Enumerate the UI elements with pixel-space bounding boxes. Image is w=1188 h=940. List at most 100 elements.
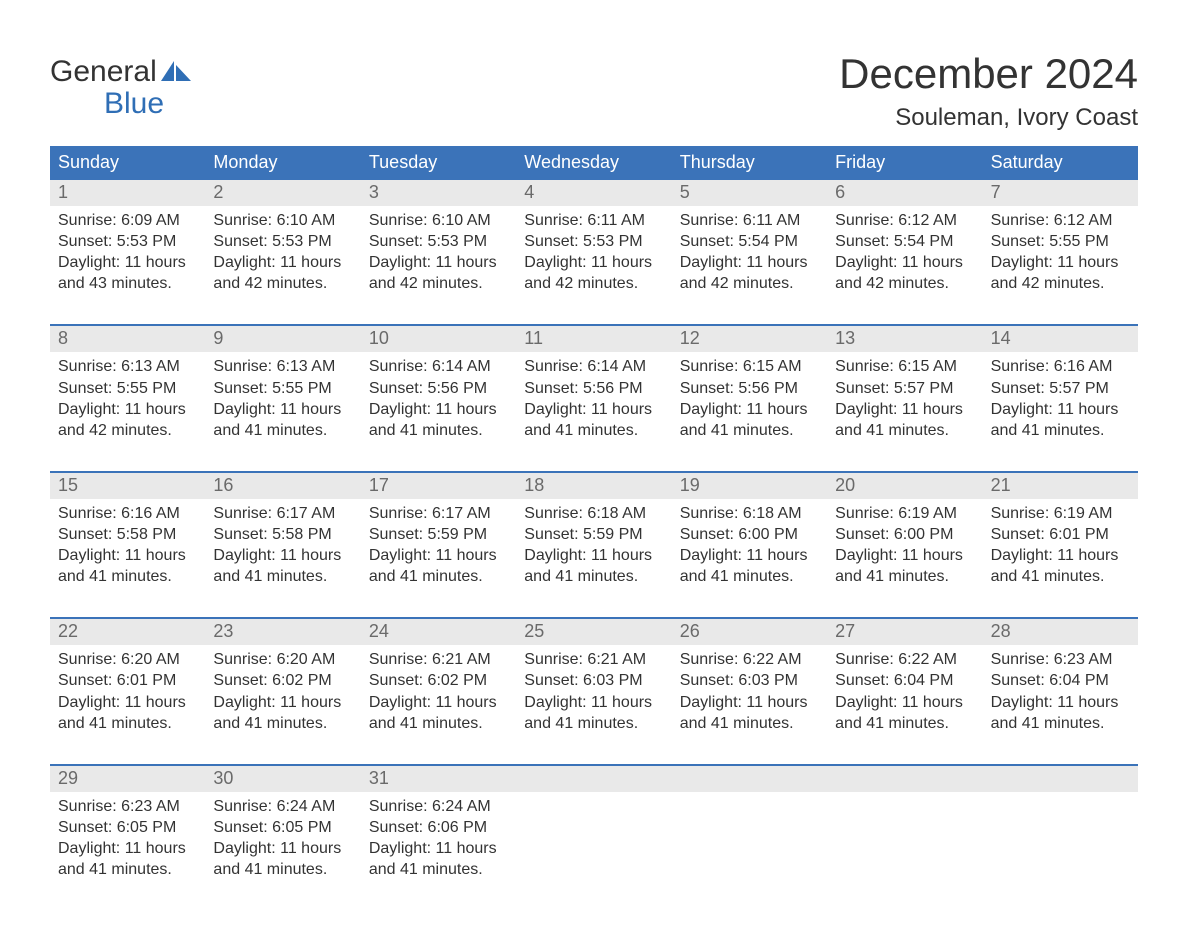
sunset-text: Sunset: 6:05 PM bbox=[58, 817, 197, 838]
sunset-text: Sunset: 5:57 PM bbox=[991, 378, 1130, 399]
day-cell: Sunrise: 6:16 AMSunset: 5:58 PMDaylight:… bbox=[50, 499, 205, 607]
sunset-text: Sunset: 5:57 PM bbox=[835, 378, 974, 399]
daylight-text: Daylight: 11 hours and 41 minutes. bbox=[991, 692, 1130, 734]
weekday-header: Saturday bbox=[983, 146, 1138, 180]
sunset-text: Sunset: 6:06 PM bbox=[369, 817, 508, 838]
day-number: 14 bbox=[983, 326, 1138, 352]
day-cell: Sunrise: 6:11 AMSunset: 5:53 PMDaylight:… bbox=[516, 206, 671, 314]
day-number bbox=[516, 766, 671, 792]
day-number: 24 bbox=[361, 619, 516, 645]
sunrise-text: Sunrise: 6:13 AM bbox=[58, 356, 197, 377]
day-cell: Sunrise: 6:19 AMSunset: 6:01 PMDaylight:… bbox=[983, 499, 1138, 607]
day-cell: Sunrise: 6:10 AMSunset: 5:53 PMDaylight:… bbox=[205, 206, 360, 314]
sunset-text: Sunset: 5:59 PM bbox=[524, 524, 663, 545]
daylight-text: Daylight: 11 hours and 41 minutes. bbox=[213, 692, 352, 734]
daylight-text: Daylight: 11 hours and 41 minutes. bbox=[213, 838, 352, 880]
sunset-text: Sunset: 5:54 PM bbox=[835, 231, 974, 252]
sunrise-text: Sunrise: 6:23 AM bbox=[58, 796, 197, 817]
day-cell: Sunrise: 6:19 AMSunset: 6:00 PMDaylight:… bbox=[827, 499, 982, 607]
sunrise-text: Sunrise: 6:24 AM bbox=[213, 796, 352, 817]
sunset-text: Sunset: 6:03 PM bbox=[524, 670, 663, 691]
calendar-week: 293031Sunrise: 6:23 AMSunset: 6:05 PMDay… bbox=[50, 764, 1138, 900]
day-number: 16 bbox=[205, 473, 360, 499]
sunset-text: Sunset: 5:58 PM bbox=[58, 524, 197, 545]
brand-flag-icon bbox=[161, 56, 191, 88]
sunrise-text: Sunrise: 6:17 AM bbox=[213, 503, 352, 524]
day-number: 25 bbox=[516, 619, 671, 645]
sunrise-text: Sunrise: 6:16 AM bbox=[58, 503, 197, 524]
sunset-text: Sunset: 5:53 PM bbox=[213, 231, 352, 252]
calendar-week: 891011121314Sunrise: 6:13 AMSunset: 5:55… bbox=[50, 324, 1138, 460]
weekday-header: Sunday bbox=[50, 146, 205, 180]
day-cell: Sunrise: 6:20 AMSunset: 6:01 PMDaylight:… bbox=[50, 645, 205, 753]
daylight-text: Daylight: 11 hours and 41 minutes. bbox=[524, 545, 663, 587]
daynum-row: 293031 bbox=[50, 766, 1138, 792]
calendar-page: General Blue December 2024 Souleman, Ivo… bbox=[0, 0, 1188, 940]
sunset-text: Sunset: 6:04 PM bbox=[991, 670, 1130, 691]
daynum-row: 15161718192021 bbox=[50, 473, 1138, 499]
sunset-text: Sunset: 6:00 PM bbox=[835, 524, 974, 545]
day-number: 8 bbox=[50, 326, 205, 352]
day-number: 1 bbox=[50, 180, 205, 206]
day-cell bbox=[827, 792, 982, 900]
sunset-text: Sunset: 5:55 PM bbox=[991, 231, 1130, 252]
header: General Blue December 2024 Souleman, Ivo… bbox=[50, 50, 1138, 132]
daylight-text: Daylight: 11 hours and 42 minutes. bbox=[835, 252, 974, 294]
daylight-text: Daylight: 11 hours and 42 minutes. bbox=[991, 252, 1130, 294]
sunrise-text: Sunrise: 6:21 AM bbox=[369, 649, 508, 670]
day-cell: Sunrise: 6:23 AMSunset: 6:05 PMDaylight:… bbox=[50, 792, 205, 900]
sunset-text: Sunset: 6:02 PM bbox=[369, 670, 508, 691]
daylight-text: Daylight: 11 hours and 41 minutes. bbox=[58, 838, 197, 880]
daylight-text: Daylight: 11 hours and 41 minutes. bbox=[213, 399, 352, 441]
daylight-text: Daylight: 11 hours and 41 minutes. bbox=[680, 692, 819, 734]
day-cell: Sunrise: 6:20 AMSunset: 6:02 PMDaylight:… bbox=[205, 645, 360, 753]
day-cell: Sunrise: 6:15 AMSunset: 5:56 PMDaylight:… bbox=[672, 352, 827, 460]
title-block: December 2024 Souleman, Ivory Coast bbox=[839, 50, 1138, 132]
daylight-text: Daylight: 11 hours and 41 minutes. bbox=[835, 545, 974, 587]
sunset-text: Sunset: 5:58 PM bbox=[213, 524, 352, 545]
sunrise-text: Sunrise: 6:21 AM bbox=[524, 649, 663, 670]
day-cell: Sunrise: 6:18 AMSunset: 6:00 PMDaylight:… bbox=[672, 499, 827, 607]
sunrise-text: Sunrise: 6:23 AM bbox=[991, 649, 1130, 670]
sunrise-text: Sunrise: 6:11 AM bbox=[680, 210, 819, 231]
sunset-text: Sunset: 5:54 PM bbox=[680, 231, 819, 252]
month-title: December 2024 bbox=[839, 50, 1138, 98]
sunset-text: Sunset: 6:04 PM bbox=[835, 670, 974, 691]
day-cell: Sunrise: 6:14 AMSunset: 5:56 PMDaylight:… bbox=[361, 352, 516, 460]
sunset-text: Sunset: 6:00 PM bbox=[680, 524, 819, 545]
weekday-header: Friday bbox=[827, 146, 982, 180]
calendar-week: 15161718192021Sunrise: 6:16 AMSunset: 5:… bbox=[50, 471, 1138, 607]
day-cell: Sunrise: 6:13 AMSunset: 5:55 PMDaylight:… bbox=[205, 352, 360, 460]
day-number bbox=[672, 766, 827, 792]
day-number: 17 bbox=[361, 473, 516, 499]
sunrise-text: Sunrise: 6:16 AM bbox=[991, 356, 1130, 377]
day-number: 29 bbox=[50, 766, 205, 792]
daylight-text: Daylight: 11 hours and 43 minutes. bbox=[58, 252, 197, 294]
sunset-text: Sunset: 6:02 PM bbox=[213, 670, 352, 691]
sunset-text: Sunset: 6:01 PM bbox=[58, 670, 197, 691]
day-number: 19 bbox=[672, 473, 827, 499]
daynum-row: 891011121314 bbox=[50, 326, 1138, 352]
day-cell: Sunrise: 6:16 AMSunset: 5:57 PMDaylight:… bbox=[983, 352, 1138, 460]
day-cell: Sunrise: 6:12 AMSunset: 5:55 PMDaylight:… bbox=[983, 206, 1138, 314]
day-cell: Sunrise: 6:22 AMSunset: 6:04 PMDaylight:… bbox=[827, 645, 982, 753]
sunrise-text: Sunrise: 6:24 AM bbox=[369, 796, 508, 817]
daynum-row: 22232425262728 bbox=[50, 619, 1138, 645]
day-number: 2 bbox=[205, 180, 360, 206]
day-number: 3 bbox=[361, 180, 516, 206]
calendar-grid: Sunday Monday Tuesday Wednesday Thursday… bbox=[50, 146, 1138, 900]
calendar-week: 22232425262728Sunrise: 6:20 AMSunset: 6:… bbox=[50, 617, 1138, 753]
sunset-text: Sunset: 5:55 PM bbox=[58, 378, 197, 399]
weekday-header-row: Sunday Monday Tuesday Wednesday Thursday… bbox=[50, 146, 1138, 180]
daylight-text: Daylight: 11 hours and 41 minutes. bbox=[213, 545, 352, 587]
sunrise-text: Sunrise: 6:18 AM bbox=[524, 503, 663, 524]
day-number: 28 bbox=[983, 619, 1138, 645]
day-cell: Sunrise: 6:21 AMSunset: 6:02 PMDaylight:… bbox=[361, 645, 516, 753]
day-number: 12 bbox=[672, 326, 827, 352]
daylight-text: Daylight: 11 hours and 41 minutes. bbox=[680, 399, 819, 441]
sunrise-text: Sunrise: 6:09 AM bbox=[58, 210, 197, 231]
day-number bbox=[827, 766, 982, 792]
daylight-text: Daylight: 11 hours and 42 minutes. bbox=[524, 252, 663, 294]
day-cell: Sunrise: 6:17 AMSunset: 5:58 PMDaylight:… bbox=[205, 499, 360, 607]
day-number: 27 bbox=[827, 619, 982, 645]
